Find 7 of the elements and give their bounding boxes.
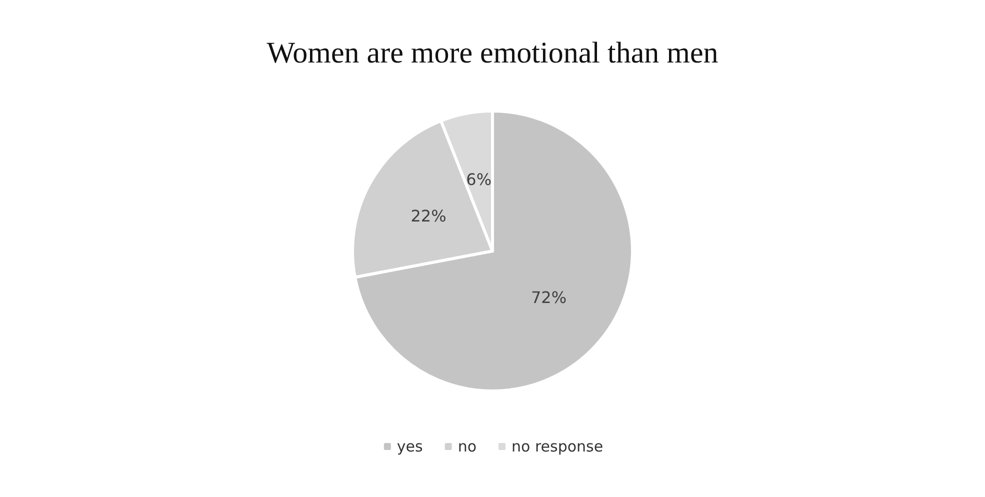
chart-title: Women are more emotional than men xyxy=(266,36,718,70)
legend-label: no response xyxy=(512,438,604,456)
data-label: 72% xyxy=(530,288,567,308)
legend-label: no xyxy=(458,438,477,456)
data-label: 6% xyxy=(466,170,492,189)
legend-label: yes xyxy=(396,438,424,456)
data-label: 22% xyxy=(410,206,446,226)
